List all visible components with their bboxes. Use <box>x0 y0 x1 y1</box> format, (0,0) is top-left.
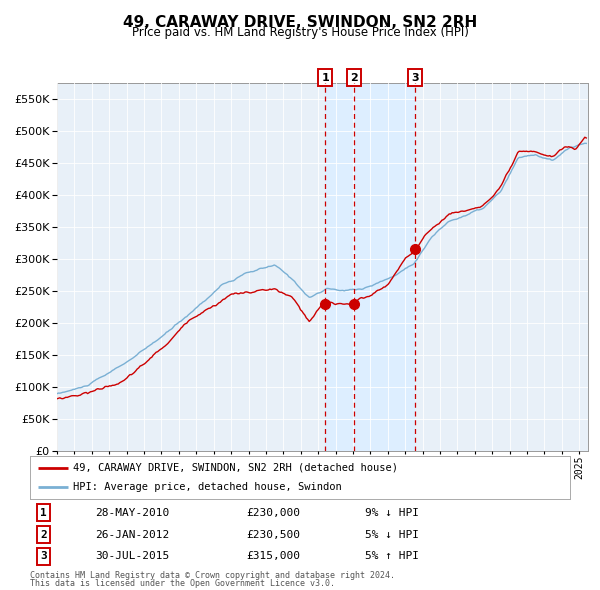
Text: 9% ↓ HPI: 9% ↓ HPI <box>365 508 419 518</box>
Text: 5% ↑ HPI: 5% ↑ HPI <box>365 551 419 561</box>
Text: 2: 2 <box>350 73 358 83</box>
Text: 3: 3 <box>40 551 47 561</box>
Text: Price paid vs. HM Land Registry's House Price Index (HPI): Price paid vs. HM Land Registry's House … <box>131 26 469 39</box>
Text: 49, CARAWAY DRIVE, SWINDON, SN2 2RH (detached house): 49, CARAWAY DRIVE, SWINDON, SN2 2RH (det… <box>73 463 398 473</box>
Text: 2: 2 <box>40 530 47 539</box>
Text: Contains HM Land Registry data © Crown copyright and database right 2024.: Contains HM Land Registry data © Crown c… <box>30 571 395 579</box>
Text: 1: 1 <box>322 73 329 83</box>
Text: 49, CARAWAY DRIVE, SWINDON, SN2 2RH: 49, CARAWAY DRIVE, SWINDON, SN2 2RH <box>123 15 477 30</box>
Text: 30-JUL-2015: 30-JUL-2015 <box>95 551 169 561</box>
Text: 26-JAN-2012: 26-JAN-2012 <box>95 530 169 539</box>
Bar <box>325 83 415 451</box>
Text: £315,000: £315,000 <box>246 551 300 561</box>
Text: HPI: Average price, detached house, Swindon: HPI: Average price, detached house, Swin… <box>73 482 342 492</box>
Text: 28-MAY-2010: 28-MAY-2010 <box>95 508 169 518</box>
Text: 5% ↓ HPI: 5% ↓ HPI <box>365 530 419 539</box>
Text: £230,000: £230,000 <box>246 508 300 518</box>
Text: £230,500: £230,500 <box>246 530 300 539</box>
Text: 1: 1 <box>40 508 47 518</box>
Text: This data is licensed under the Open Government Licence v3.0.: This data is licensed under the Open Gov… <box>30 579 335 588</box>
Text: 3: 3 <box>412 73 419 83</box>
